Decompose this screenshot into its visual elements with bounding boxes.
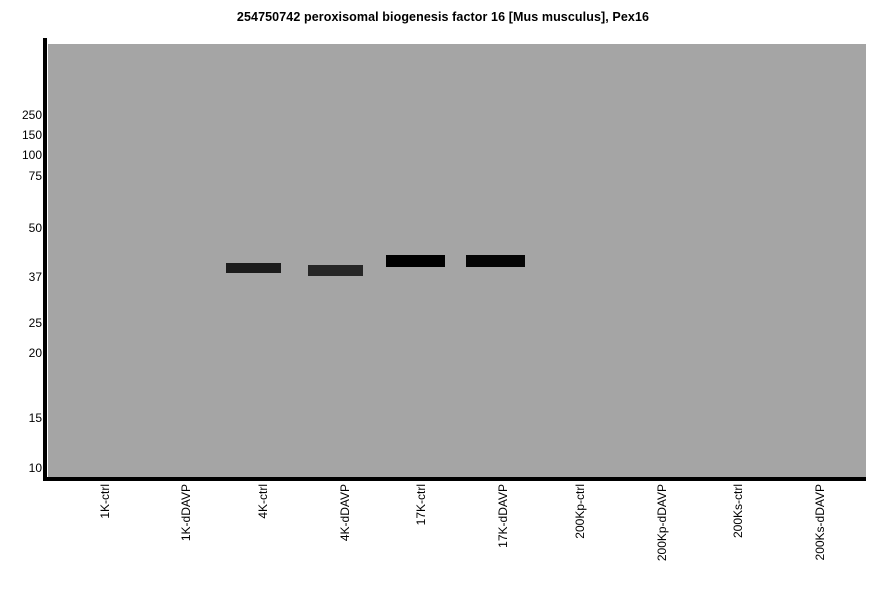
- x-axis-tick-label: 200Ks-dDAVP: [813, 484, 827, 561]
- x-axis-line: [43, 477, 866, 481]
- y-axis-tick-label: 150: [21, 128, 42, 142]
- y-axis-tick-label: 20: [28, 346, 42, 360]
- y-axis-tick-label: 75: [28, 169, 42, 183]
- y-axis-tick-label: 50: [28, 221, 42, 235]
- y-axis-tick-label: 25: [28, 316, 42, 330]
- gel-band: [466, 255, 525, 267]
- x-axis-tick-label: 17K-dDAVP: [496, 484, 510, 548]
- page-title: 254750742 peroxisomal biogenesis factor …: [236, 10, 650, 24]
- y-axis-tick-labels: 250 150 100 75 50 37 25 20 15 10: [0, 0, 45, 595]
- x-axis-tick-label: 200Kp-ctrl: [573, 484, 587, 539]
- x-axis-tick-label: 4K-dDAVP: [338, 484, 352, 542]
- x-axis-tick-label: 200Kp-dDAVP: [655, 484, 669, 562]
- gel-panel: [48, 44, 866, 477]
- x-axis-tick-label: 17K-ctrl: [414, 484, 428, 526]
- x-axis-tick-label: 1K-dDAVP: [179, 484, 193, 542]
- y-axis-line: [43, 38, 47, 481]
- y-axis-tick-label: 250: [21, 108, 42, 122]
- gel-band: [308, 265, 363, 276]
- x-axis-tick-label: 4K-ctrl: [256, 484, 270, 519]
- x-axis-tick-label: 1K-ctrl: [98, 484, 112, 519]
- y-axis-tick-label: 100: [21, 148, 42, 162]
- y-axis-tick-label: 15: [28, 411, 42, 425]
- gel-band: [226, 263, 281, 273]
- x-axis-tick-label: 200Ks-ctrl: [731, 484, 745, 539]
- gel-band: [386, 255, 445, 267]
- y-axis-tick-label: 10: [28, 461, 42, 475]
- y-axis-tick-label: 37: [28, 270, 42, 284]
